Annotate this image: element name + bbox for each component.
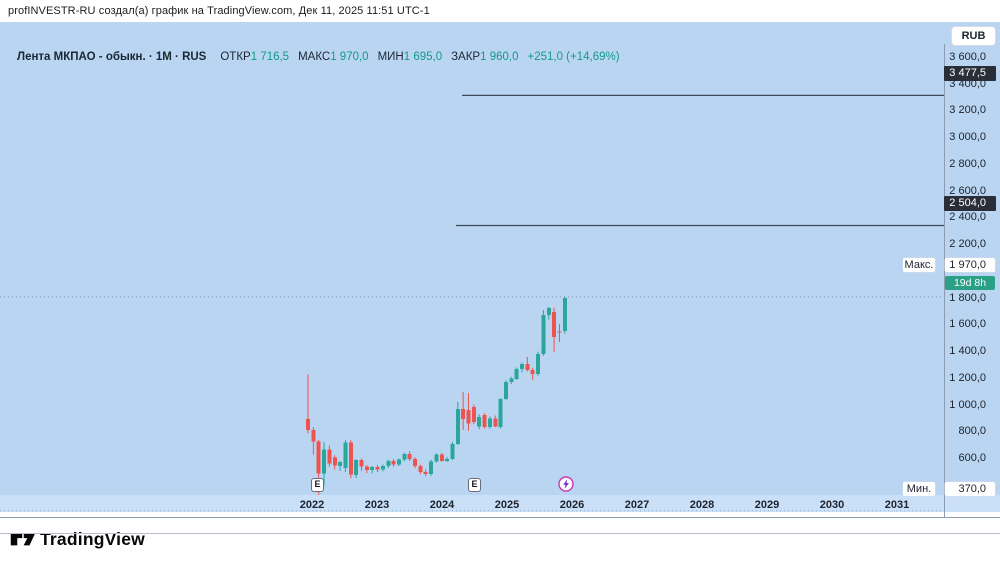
price-tick-label: 1 800,0 [949, 291, 986, 304]
year-tick-label: 2023 [364, 499, 390, 511]
ohlc-field: МАКС1 970,0 [298, 51, 369, 63]
year-tick-label: 2031 [884, 499, 910, 511]
high-price-badge: 1 970,0 [945, 258, 995, 272]
price-tick-label: 1 400,0 [949, 345, 986, 358]
ohlc-value: 1 695,0 [403, 51, 443, 63]
year-tick-label: 2022 [299, 499, 325, 511]
price-tick-label: 2 800,0 [949, 157, 986, 170]
price-tick-label: 800,0 [958, 425, 986, 438]
time-axis-strip[interactable] [0, 495, 1000, 512]
chart-area[interactable]: Лента МКПАО - обыкн. · 1M · RUS ОТКР1 716… [0, 22, 1000, 534]
ohlc-label: МИН [377, 51, 404, 63]
price-tick-label: 2 200,0 [949, 238, 986, 251]
bar-countdown-badge: 19d 8h [945, 276, 995, 290]
ohlc-field: ОТКР1 716,5 [220, 51, 289, 63]
year-tick-label: 2024 [429, 499, 455, 511]
price-tick-label: 2 600,0 [949, 184, 986, 197]
year-tick-label: 2029 [754, 499, 780, 511]
legend-row: Лента МКПАО - обыкн. · 1M · RUS ОТКР1 716… [17, 50, 620, 65]
price-tick-label: 3 200,0 [949, 104, 986, 117]
ohlc-field: ЗАКР1 960,0 [451, 51, 518, 63]
price-tick-label: 3 600,0 [949, 51, 986, 63]
year-tick-label: 2027 [624, 499, 650, 511]
symbol-title[interactable]: Лента МКПАО - обыкн. · 1M · RUS [17, 51, 207, 63]
lightning-circle-icon[interactable] [558, 476, 574, 492]
earnings-marker-icon[interactable]: E [311, 478, 324, 492]
ohlc-value: 1 716,5 [250, 51, 290, 63]
price-tick-label: 1 600,0 [949, 318, 986, 331]
ohlc-field: МИН1 695,0 [378, 51, 443, 63]
year-tick-label: 2025 [494, 499, 520, 511]
low-price-badge: 370,0 [945, 481, 995, 496]
ohlc-value: 1 970,0 [330, 51, 369, 63]
year-tick-label: 2030 [819, 499, 845, 511]
price-tick-label: 1 200,0 [949, 371, 986, 384]
year-tick-label: 2028 [689, 499, 715, 511]
attribution-bar: profINVESTR-RU создал(а) график на Tradi… [0, 0, 1000, 22]
change-value: +251,0 (+14,69%) [527, 51, 620, 63]
price-tick-label: 2 400,0 [949, 211, 986, 224]
year-tick-label: 2026 [559, 499, 585, 511]
price-tick-label: 3 000,0 [949, 131, 986, 144]
level-price-badge[interactable]: 3 477,5 [944, 65, 996, 81]
attribution-text: profINVESTR-RU создал(а) график на Tradi… [8, 5, 430, 17]
low-marker-label: Мин. [903, 481, 935, 496]
price-tick-label: 1 000,0 [949, 398, 986, 411]
candlestick-canvas[interactable] [0, 22, 1000, 588]
ohlc-label: МАКС [298, 51, 331, 63]
tradingview-logo-icon[interactable] [10, 530, 36, 550]
level-price-badge[interactable]: 2 504,0 [944, 195, 996, 211]
ohlc-label: ОТКР [220, 51, 251, 63]
earnings-marker-icon[interactable]: E [468, 478, 481, 492]
currency-button[interactable]: RUB [951, 26, 996, 46]
price-tick-label: 600,0 [958, 452, 986, 464]
ohlc-value: 1 960,0 [480, 51, 519, 63]
ohlc-label: ЗАКР [451, 51, 481, 63]
high-marker-label: Макс. [903, 258, 935, 272]
